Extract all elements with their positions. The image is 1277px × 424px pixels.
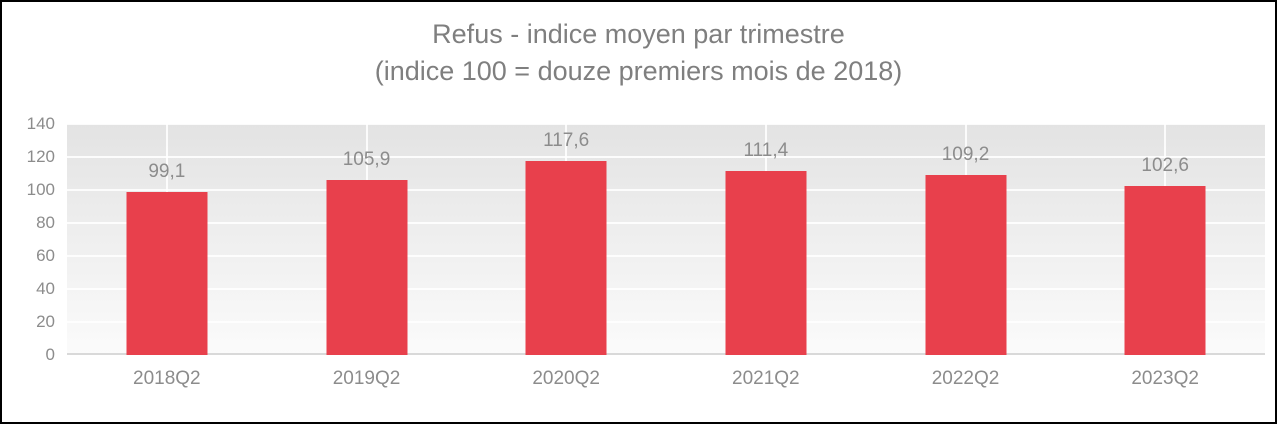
bar-2022Q2: [925, 174, 1006, 355]
y-tick-label: 100: [26, 180, 55, 199]
horizontal-gridline: [67, 288, 1265, 291]
x-tick-label: 2022Q2: [931, 368, 1000, 389]
bar-value-label: 99,1: [148, 160, 186, 182]
horizontal-gridline: [67, 156, 1265, 158]
y-tick-label: 140: [26, 114, 55, 133]
bar-value-label: 109,2: [941, 143, 990, 165]
bar-2018Q2: [126, 191, 208, 355]
horizontal-gridline: [67, 255, 1265, 257]
bar-value-label: 117,6: [543, 129, 590, 151]
y-tick-label: 20: [36, 312, 55, 332]
chart-title: Refus - indice moyen par trimestre: [432, 19, 845, 49]
x-tick-label: 2023Q2: [1131, 368, 1199, 389]
x-tick-label: 2021Q2: [732, 368, 800, 389]
bar-value-label: 111,4: [743, 140, 789, 162]
plot-area: 99,1 105,9 117,6 111,4 109,2 102,6: [67, 123, 1265, 355]
bar-2021Q2: [725, 171, 807, 355]
bar-value-label: 105,9: [342, 149, 391, 171]
y-tick-label: 120: [26, 147, 55, 166]
bar-2023Q2: [1124, 185, 1206, 355]
y-tick-label: 80: [36, 213, 55, 233]
chart-title-block: Refus - indice moyen par trimestre (indi…: [2, 16, 1275, 90]
y-tick-label: 60: [36, 246, 55, 265]
y-tick-label: 40: [36, 279, 55, 299]
x-tick-label: 2019Q2: [332, 368, 401, 389]
x-tick-label: 2018Q2: [133, 368, 201, 389]
horizontal-gridline: [67, 222, 1265, 225]
bar-2020Q2: [525, 160, 607, 355]
horizontal-gridline: [67, 321, 1265, 324]
y-axis: 0 20 40 60 80 100 120 140: [2, 114, 55, 364]
chart-subtitle: (indice 100 = douze premiers mois de 201…: [374, 56, 903, 86]
x-tick-label: 2020Q2: [532, 368, 600, 389]
x-axis-line: [67, 353, 1265, 355]
x-axis: 2018Q2 2019Q2 2020Q2 2021Q2 2022Q2 2023Q2: [67, 357, 1265, 397]
bar-2019Q2: [326, 180, 407, 355]
bar-value-label: 102,6: [1141, 154, 1189, 176]
horizontal-gridline: [67, 123, 1265, 125]
horizontal-gridline: [67, 189, 1265, 191]
y-tick-label: 0: [45, 345, 55, 364]
